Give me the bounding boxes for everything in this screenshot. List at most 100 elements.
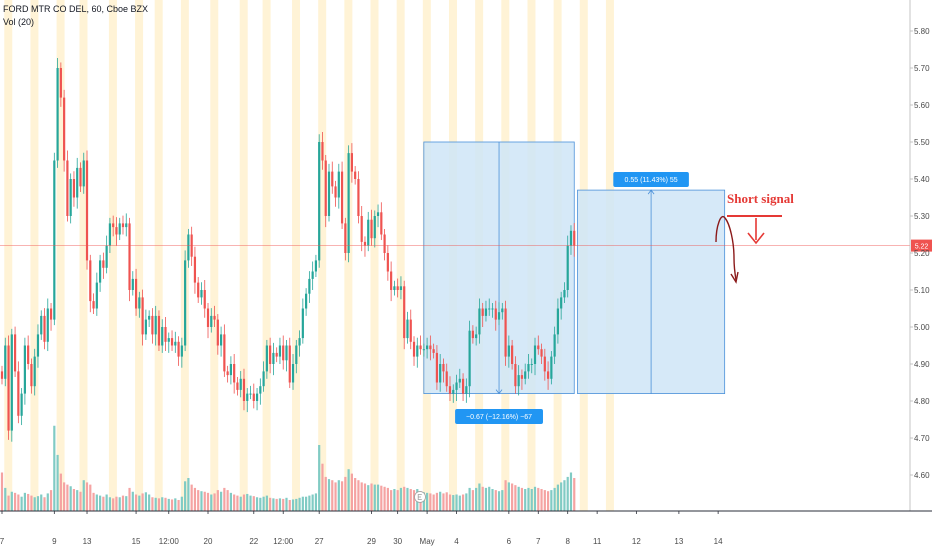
measure-down-box-arrow-head: [495, 389, 503, 395]
volume-bar: [269, 497, 272, 511]
volume-bar: [432, 494, 435, 511]
session-band: [292, 0, 301, 511]
candle-body: [13, 334, 17, 372]
session-band: [396, 0, 405, 511]
volume-bar: [537, 487, 540, 511]
volume-bar: [76, 490, 79, 511]
volume-bar: [233, 494, 236, 511]
candle-body: [393, 286, 396, 290]
volume-bar: [242, 494, 246, 511]
candle-body: [229, 364, 232, 376]
candle-body: [429, 345, 432, 350]
candle-body: [278, 345, 282, 357]
price-tick-label: 5.00: [914, 323, 930, 332]
price-axis[interactable]: 4.60 4.70 4.80 4.90 5.00 5.10 5.20 5.30 5.40 5.50…: [909, 0, 930, 511]
candle-body: [376, 212, 380, 216]
short-signal-annotation[interactable]: Short signal: [715, 191, 794, 284]
volume-bar: [455, 494, 458, 511]
candle-body: [511, 345, 514, 364]
volume-bar: [350, 473, 353, 511]
volume-bar: [23, 492, 26, 511]
volume-bar: [53, 425, 56, 511]
time-tick-label: 12:00: [273, 537, 294, 546]
candle-body: [72, 179, 76, 198]
measurement-boxes[interactable]: −0.67 (−12.16%) −67 0.55 (11.43%) 55: [423, 141, 726, 424]
candle-body: [354, 171, 357, 179]
candle-body: [439, 364, 442, 383]
volume-bar: [102, 496, 105, 511]
price-tick-label: 5.30: [914, 212, 930, 221]
volume-bar: [118, 497, 121, 511]
candle-body: [475, 334, 478, 339]
volume-bar: [7, 495, 10, 511]
time-tick-label: 27: [315, 537, 324, 546]
candle-body: [85, 160, 89, 261]
candle-body: [27, 345, 30, 364]
volume-bar: [507, 482, 510, 511]
candle-body: [484, 308, 488, 316]
volume-bar: [327, 479, 331, 511]
volume-bar: [363, 483, 367, 511]
time-tick-label: 13: [83, 537, 92, 546]
candle-body: [53, 160, 56, 320]
candle-body: [216, 319, 219, 346]
volume-bar: [151, 497, 154, 511]
volume-bar: [354, 478, 357, 511]
volume-bar: [161, 497, 164, 511]
volume-bar: [210, 494, 213, 511]
price-tick-label: 5.80: [914, 27, 930, 36]
volume-bar: [239, 496, 242, 511]
candle-body: [452, 389, 455, 394]
volume-bar: [465, 493, 468, 511]
candle-body: [82, 160, 85, 187]
volume-bar: [4, 487, 7, 511]
candle-body: [151, 315, 154, 335]
volume-bar: [184, 481, 187, 511]
candle-body: [461, 378, 465, 394]
candle-body: [246, 393, 249, 401]
candle-body: [295, 345, 298, 364]
volume-bar: [569, 472, 573, 511]
candle-body: [314, 260, 318, 272]
volume-bar: [262, 496, 265, 511]
symbol-title[interactable]: FORD MTR CO DEL, 60, Cboe BZX: [3, 4, 149, 14]
volume-bar: [49, 490, 53, 511]
earnings-marker[interactable]: [414, 491, 426, 503]
volume-bar: [373, 484, 376, 511]
time-tick-label: 12: [632, 537, 641, 546]
candle-body: [154, 315, 157, 335]
candle-body: [406, 319, 409, 339]
time-tick-label: 22: [249, 537, 258, 546]
price-tick-label: 5.60: [914, 101, 930, 110]
candle-body: [95, 282, 98, 309]
candle-body: [282, 345, 285, 361]
candle-body: [501, 308, 504, 313]
volume-bar: [458, 495, 461, 511]
volume-bar: [360, 482, 363, 511]
candle-body: [79, 167, 82, 187]
time-tick-label: 8: [565, 537, 570, 546]
volume-bar: [445, 492, 448, 511]
volume-bar: [314, 493, 318, 511]
volume-bar: [177, 500, 180, 511]
candle-body: [504, 308, 507, 357]
volume-bar: [403, 486, 406, 511]
candle-body: [121, 223, 125, 228]
volume-bar: [89, 484, 92, 511]
candle-body: [89, 260, 92, 302]
time-axis[interactable]: 7 9 13 15 12:00 20 22 12:00 27 29 30 May 4 6 7 8 11 12 13 1…: [0, 510, 932, 546]
candle-body: [298, 338, 301, 346]
volume-bar: [72, 489, 76, 511]
volume-bar: [125, 496, 128, 511]
volume-bar: [478, 483, 481, 511]
volume-indicator-label[interactable]: Vol (20): [3, 17, 35, 27]
candle-body: [265, 345, 268, 372]
volume-bar: [255, 497, 259, 511]
volume-bar: [566, 476, 569, 511]
volume-bar: [170, 499, 174, 511]
candle-body: [514, 364, 517, 387]
time-tick-label: 12:00: [159, 537, 180, 546]
volume-bar: [494, 490, 497, 511]
volume-bar: [108, 497, 112, 511]
